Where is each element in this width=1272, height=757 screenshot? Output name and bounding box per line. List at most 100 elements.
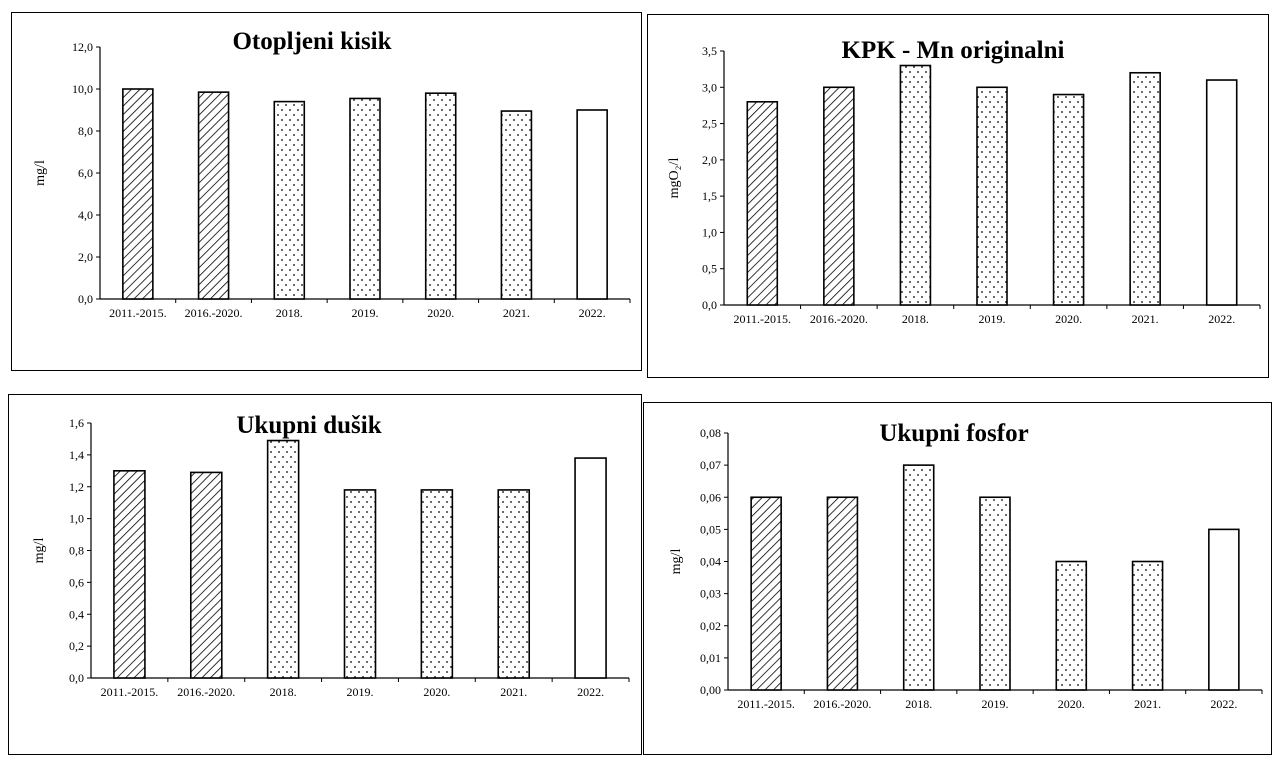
chart-panel-ukupni-dusik: Ukupni dušik mg/l 0,0 0,2 0,4 0,6 0,8 1,0 1,2 1,4… [8, 394, 642, 755]
y-tick-label: 0,2 [69, 639, 84, 653]
y-tick-label: 1,4 [69, 448, 84, 462]
chart-title: Ukupni dušik [236, 412, 381, 439]
chart-svg: Otopljeni kisik mg/l 0,0 2,0 4,0 6,0 8,0 10,0 12… [33, 28, 631, 320]
y-axis-label: mg/l [32, 538, 47, 564]
y-tick-label: 1,0 [702, 225, 717, 239]
x-category-label: 2021. [1132, 312, 1159, 326]
bar-ukupni-fosfor-1 [826, 496, 859, 691]
y-tick-label: 0,8 [69, 544, 84, 558]
y-tick-label: 0,0 [78, 292, 93, 306]
y-tick-label: 1,0 [69, 512, 84, 526]
y-tick-label: 4,0 [78, 208, 93, 222]
y-tick-label: 0,00 [700, 683, 721, 697]
y-tick-label: 1,6 [69, 416, 84, 430]
x-category-label: 2018. [902, 312, 929, 326]
chart-title: KPK - Mn originalni [842, 37, 1065, 64]
bar-ukupni-dusik-1 [189, 471, 223, 679]
y-axis-label: mg/l [669, 549, 684, 575]
chart-svg: Ukupni fosfor mg/l 0,00 0,01 0,02 0,03 0,04 0,0… [669, 420, 1263, 711]
bar-kpk-mn-4 [1052, 93, 1085, 306]
y-tick-label: 0,6 [69, 575, 84, 589]
y-tick-label: 2,0 [78, 250, 93, 264]
x-category-label: 2011.-2015. [734, 312, 792, 326]
x-category-label: 2019. [979, 312, 1006, 326]
bar-otopljeni-kisik-3 [349, 97, 381, 300]
chart-title: Ukupni fosfor [879, 420, 1028, 447]
bar-kpk-mn-6 [1205, 79, 1238, 306]
y-tick-label: 6,0 [78, 166, 93, 180]
x-category-label: 2018. [276, 306, 303, 320]
x-category-label: 2016.-2020. [177, 685, 235, 699]
y-tick-label: 0,02 [700, 619, 721, 633]
x-category-label: 2019. [352, 306, 379, 320]
y-tick-label: 0,03 [700, 587, 721, 601]
bar-ukupni-fosfor-3 [979, 496, 1011, 691]
bar-otopljeni-kisik-6 [576, 109, 608, 300]
bar-otopljeni-kisik-4 [424, 92, 457, 300]
bar-kpk-mn-1 [823, 86, 855, 306]
x-category-label: 2020. [423, 685, 450, 699]
bar-otopljeni-kisik-0 [122, 88, 154, 300]
bar-ukupni-dusik-2 [266, 439, 300, 679]
y-tick-label: 2,5 [702, 117, 717, 131]
bar-ukupni-fosfor-2 [902, 464, 935, 691]
bar-kpk-mn-5 [1129, 71, 1161, 306]
y-tick-label: 0,4 [69, 607, 84, 621]
y-tick-label: 0,06 [700, 490, 721, 504]
x-category-label: 2021. [503, 306, 530, 320]
bar-kpk-mn-2 [899, 64, 932, 306]
x-category-label: 2019. [347, 685, 374, 699]
bar-ukupni-fosfor-4 [1055, 560, 1088, 691]
y-tick-label: 8,0 [78, 124, 93, 138]
y-tick-label: 10,0 [72, 82, 93, 96]
bar-ukupni-dusik-5 [497, 489, 531, 679]
x-category-label: 2020. [1058, 697, 1085, 711]
x-category-label: 2018. [270, 685, 297, 699]
y-tick-label: 0,0 [69, 671, 84, 685]
bar-otopljeni-kisik-1 [197, 91, 230, 300]
y-tick-label: 0,5 [702, 262, 717, 276]
y-axis-label: mgO₂/l [667, 158, 682, 199]
bar-kpk-mn-0 [746, 101, 779, 306]
bar-ukupni-fosfor-0 [750, 496, 782, 691]
y-tick-label: 12,0 [72, 40, 93, 54]
x-category-label: 2021. [500, 685, 527, 699]
x-category-label: 2022. [577, 685, 604, 699]
x-category-label: 2021. [1134, 697, 1161, 711]
x-category-label: 2011.-2015. [101, 685, 159, 699]
bar-otopljeni-kisik-5 [500, 110, 533, 300]
x-category-label: 2022. [1210, 697, 1237, 711]
chart-title: Otopljeni kisik [232, 28, 391, 55]
chart-svg: KPK - Mn originalni mgO₂/l 0,0 0,5 1,0 1,5 2,0… [667, 37, 1261, 326]
chart-panel-ukupni-fosfor: Ukupni fosfor mg/l 0,00 0,01 0,02 0,03 0,04 0,0… [643, 402, 1272, 755]
y-tick-label: 3,5 [702, 44, 717, 58]
y-tick-label: 0,01 [700, 651, 721, 665]
y-tick-label: 1,2 [69, 480, 84, 494]
y-tick-label: 0,08 [700, 426, 721, 440]
bar-otopljeni-kisik-2 [273, 100, 306, 300]
y-tick-label: 0,0 [702, 298, 717, 312]
x-category-label: 2022. [579, 306, 606, 320]
y-tick-label: 2,0 [702, 153, 717, 167]
bar-ukupni-dusik-0 [113, 470, 146, 679]
y-tick-label: 1,5 [702, 189, 717, 203]
chart-panel-kpk-mn: KPK - Mn originalni mgO₂/l 0,0 0,5 1,0 1,5 2,0… [647, 14, 1269, 378]
y-tick-label: 0,07 [700, 458, 721, 472]
chart-panel-otopljeni-kisik: Otopljeni kisik mg/l 0,0 2,0 4,0 6,0 8,0 10,0 12… [11, 12, 642, 371]
x-category-label: 2020. [427, 306, 454, 320]
y-tick-label: 0,04 [700, 555, 721, 569]
x-category-label: 2020. [1055, 312, 1082, 326]
bar-ukupni-fosfor-6 [1208, 528, 1240, 691]
bar-ukupni-dusik-6 [574, 457, 607, 679]
y-tick-label: 0,05 [700, 522, 721, 536]
chart-svg: Ukupni dušik mg/l 0,0 0,2 0,4 0,6 0,8 1,0 1,2 1,4… [32, 412, 630, 699]
x-category-label: 2011.-2015. [737, 697, 795, 711]
bar-kpk-mn-3 [976, 86, 1008, 306]
x-category-label: 2019. [982, 697, 1009, 711]
bar-ukupni-fosfor-5 [1131, 560, 1164, 691]
y-axis-label: mg/l [33, 160, 48, 186]
x-category-label: 2016.-2020. [813, 697, 871, 711]
bar-ukupni-dusik-3 [343, 489, 377, 679]
y-tick-label: 3,0 [702, 80, 717, 94]
x-category-label: 2022. [1208, 312, 1235, 326]
